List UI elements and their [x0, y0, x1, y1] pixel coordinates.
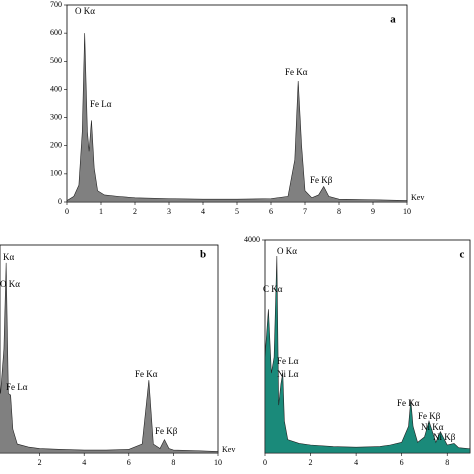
peak-label: O Kα	[75, 6, 95, 16]
peak-label: C Kα	[263, 284, 283, 294]
y-tick-label: 0	[58, 197, 62, 206]
spectrum	[264, 255, 471, 454]
peak-label: Fe Kβ	[310, 175, 333, 185]
x-tick-label: 6	[269, 207, 273, 216]
peak-label: Ni Lα	[277, 369, 299, 379]
x-axis-label: Kev	[411, 193, 424, 202]
x-tick-label: 8	[171, 458, 175, 467]
peak-label: Fe Kα	[285, 67, 308, 77]
peak-label: O Kα	[277, 246, 297, 256]
x-tick-label: 7	[303, 207, 307, 216]
panel-label: c	[460, 249, 465, 261]
x-tick-label: 0	[263, 458, 267, 467]
x-tick-label: 6	[127, 458, 131, 467]
x-tick-label: 8	[337, 207, 341, 216]
x-tick-label: 10	[403, 207, 411, 216]
peak-label: Fe Lα	[6, 382, 28, 392]
x-tick-label: 4	[201, 207, 205, 216]
plot-frame	[0, 244, 219, 454]
y-tick-label: 400	[50, 84, 62, 93]
spectrum	[0, 262, 219, 454]
x-tick-label: 9	[371, 207, 375, 216]
x-tick-label: 2	[309, 458, 313, 467]
plot-frame	[66, 4, 408, 203]
x-tick-label: 2	[133, 207, 137, 216]
peak-label: O Kα	[0, 279, 20, 289]
panel-label: a	[390, 14, 396, 26]
x-tick-label: 4	[82, 458, 86, 467]
x-tick-label: 10	[214, 458, 222, 467]
x-tick-label: 5	[235, 207, 239, 216]
y-tick-label: 500	[50, 56, 62, 65]
peak-label: Ni Kα	[421, 422, 444, 432]
peak-label: Fe Kβ	[418, 411, 441, 421]
y-tick-label: 700	[50, 0, 62, 9]
x-tick-label: 4	[354, 458, 358, 467]
x-tick-label: 1	[99, 207, 103, 216]
peak-label: Fe Lα	[277, 356, 299, 366]
y-tick-label: 4000	[244, 235, 260, 244]
peak-label: Fe Kβ	[155, 426, 178, 436]
y-tick-label: 300	[50, 112, 62, 121]
x-tick-label: 6	[400, 458, 404, 467]
peak-label: Fe Lα	[90, 99, 112, 109]
x-tick-label: 3	[167, 207, 171, 216]
x-axis-label: Kev	[222, 445, 235, 454]
peak-label: Ni Kβ	[433, 432, 456, 442]
peak-label: Kα	[3, 252, 14, 262]
y-tick-label: 600	[50, 28, 62, 37]
x-tick-label: 2	[38, 458, 42, 467]
y-tick-label: 200	[50, 141, 62, 150]
spectrum	[66, 33, 408, 203]
x-tick-label: 0	[65, 207, 69, 216]
peak-label: Fe Kα	[135, 369, 158, 379]
x-tick-label: 8	[445, 458, 449, 467]
y-tick-label: 100	[50, 169, 62, 178]
panel: 2 4 6 8 10 Kα O Kα Fe Lα Fe Kα Fe Kβ b Kev	[0, 244, 235, 467]
panel-label: b	[200, 249, 206, 261]
peak-label: Fe Kα	[397, 398, 420, 408]
